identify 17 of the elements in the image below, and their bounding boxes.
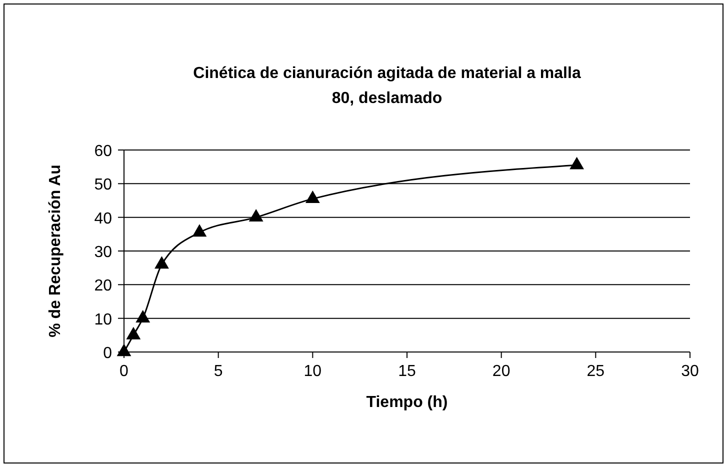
x-axis-title: Tiempo (h) <box>366 394 448 411</box>
x-tick-label: 10 <box>304 363 322 380</box>
x-tick-label: 20 <box>492 363 510 380</box>
x-tick-label: 15 <box>398 363 416 380</box>
x-tick-label: 25 <box>586 363 605 380</box>
y-tick-label: 10 <box>94 311 112 328</box>
y-tick-label: 60 <box>94 143 112 160</box>
y-tick-label: 50 <box>94 176 112 194</box>
y-tick-label: 20 <box>94 278 112 295</box>
x-tick-label: 0 <box>120 363 129 380</box>
y-tick-label: 30 <box>94 244 112 261</box>
y-tick-label: 40 <box>94 210 112 228</box>
y-axis-title: % de Recuperación Au <box>47 164 64 338</box>
chart-title: Cinética de cianuración agitada de material a malla 80, deslamado <box>193 65 581 107</box>
x-tick-label: 30 <box>681 363 699 380</box>
x-tick-label: 5 <box>214 363 223 380</box>
y-tick-label: 0 <box>103 345 112 362</box>
